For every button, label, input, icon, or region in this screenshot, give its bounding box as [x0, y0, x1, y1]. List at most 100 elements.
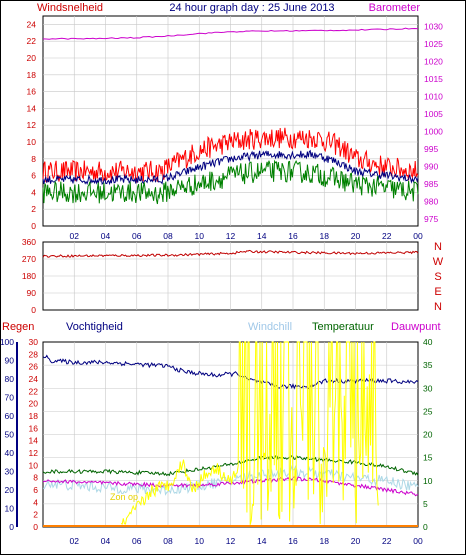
- windchill-label: Windchill: [248, 321, 292, 333]
- hour-tick-label: 06: [132, 231, 142, 241]
- temperature-tick-label: 0: [423, 522, 428, 532]
- hour-tick-label: 04: [101, 536, 111, 546]
- barometer-tick-label: 980: [424, 197, 438, 207]
- wind-speed-tick-label: 6: [31, 171, 36, 181]
- regen-tick-label: 10: [29, 460, 39, 470]
- humidity-tick-label: 60: [5, 411, 15, 421]
- regen-label: Regen: [2, 321, 34, 333]
- hour-tick-label: 16: [288, 536, 298, 546]
- hour-tick-label: 14: [257, 536, 267, 546]
- barometer-tick-label: 1005: [424, 109, 443, 119]
- hour-tick-label: 00: [413, 536, 423, 546]
- regen-tick-label: 4: [33, 497, 38, 507]
- hour-tick-label: 18: [320, 536, 330, 546]
- sun-label: Zon op: [110, 492, 138, 502]
- regen-tick-label: 14: [29, 436, 39, 446]
- temperature-tick-label: 30: [423, 383, 433, 393]
- regen-tick-label: 0: [33, 522, 38, 532]
- wind-speed-tick-label: 14: [27, 103, 37, 113]
- regen-tick-label: 26: [29, 362, 39, 372]
- wind-direction-tick-label: 180: [22, 271, 36, 281]
- hour-tick-label: 22: [382, 536, 392, 546]
- hour-tick-label: 02: [70, 231, 80, 241]
- compass-label: N: [434, 241, 442, 253]
- hour-tick-label: 08: [163, 231, 173, 241]
- barometer-tick-label: 1020: [424, 57, 443, 67]
- regen-tick-label: 12: [29, 448, 39, 458]
- wind-direction-series: [42, 249, 419, 258]
- humidity-series: [42, 354, 419, 390]
- humidity-tick-label: 40: [5, 448, 15, 458]
- hour-tick-label: 02: [70, 536, 80, 546]
- compass-label: N: [434, 301, 442, 313]
- wind-speed-tick-label: 8: [31, 154, 36, 164]
- hour-tick-label: 06: [132, 536, 142, 546]
- regen-tick-label: 8: [33, 473, 38, 483]
- humidity-tick-label: 80: [5, 374, 15, 384]
- regen-tick-label: 24: [29, 374, 39, 384]
- temperature-tick-label: 20: [423, 430, 433, 440]
- wind-speed-tick-label: 24: [27, 19, 37, 29]
- compass-label: S: [434, 271, 441, 283]
- barometer-tick-label: 985: [424, 179, 438, 189]
- humidity-tick-label: 30: [5, 467, 15, 477]
- wind-speed-tick-label: 4: [31, 187, 36, 197]
- regen-tick-label: 16: [29, 423, 39, 433]
- barometer-tick-label: 1010: [424, 92, 443, 102]
- barometer-tick-label: 1015: [424, 74, 443, 84]
- humidity-tick-label: 70: [5, 393, 15, 403]
- barometer-tick-label: 995: [424, 144, 438, 154]
- wind-low-series: [42, 159, 419, 205]
- humidity-tick-label: 90: [5, 356, 15, 366]
- barometer-tick-label: 1030: [424, 22, 443, 32]
- wind-speed-label: Windsnelheid: [37, 2, 103, 14]
- temperature-tick-label: 35: [423, 360, 433, 370]
- humidity-tick-label: 50: [5, 430, 15, 440]
- wind-gust-series: [42, 127, 419, 183]
- humidity-tick-label: 10: [5, 504, 15, 514]
- regen-tick-label: 30: [29, 337, 39, 347]
- wind-direction-tick-label: 90: [27, 288, 37, 298]
- regen-tick-label: 6: [33, 485, 38, 495]
- regen-tick-label: 28: [29, 349, 39, 359]
- hour-tick-label: 12: [226, 231, 236, 241]
- wind-speed-tick-label: 18: [27, 70, 37, 80]
- temperatuur-label: Temperatuur: [312, 321, 374, 333]
- barometer-tick-label: 1025: [424, 39, 443, 49]
- vochtigheid-label: Vochtigheid: [66, 321, 123, 333]
- hour-tick-label: 08: [163, 536, 173, 546]
- wind-speed-tick-label: 22: [27, 36, 37, 46]
- dauwpunt-label: Dauwpunt: [391, 321, 441, 333]
- hour-tick-label: 00: [413, 231, 423, 241]
- compass-label: W: [433, 256, 444, 268]
- temperature-tick-label: 10: [423, 476, 433, 486]
- humidity-tick-label: 0: [9, 522, 14, 532]
- wind-speed-tick-label: 10: [27, 137, 37, 147]
- temperature-tick-label: 15: [423, 453, 433, 463]
- graph-title: 24 hour graph day : 25 June 2013: [169, 2, 334, 14]
- temperature-tick-label: 25: [423, 406, 433, 416]
- temperature-series: [42, 455, 419, 477]
- hour-tick-label: 14: [257, 231, 267, 241]
- regen-tick-label: 22: [29, 386, 39, 396]
- wind-average-series: [42, 149, 419, 186]
- hour-tick-label: 04: [101, 231, 111, 241]
- wind-speed-tick-label: 2: [31, 204, 36, 214]
- compass-label: E: [434, 286, 441, 298]
- hour-tick-label: 22: [382, 231, 392, 241]
- hour-tick-label: 20: [351, 536, 361, 546]
- humidity-temperature-panel: Regen Vochtigheid Windchill Temperatuur …: [0, 321, 441, 546]
- hour-tick-label: 12: [226, 536, 236, 546]
- hour-tick-label: 10: [195, 231, 205, 241]
- barometer-tick-label: 990: [424, 162, 438, 172]
- wind-speed-tick-label: 20: [27, 53, 37, 63]
- sun-series: [120, 341, 379, 525]
- barometer-tick-label: 975: [424, 214, 438, 224]
- barometer-tick-label: 1000: [424, 127, 443, 137]
- humidity-tick-label: 20: [5, 485, 15, 495]
- wind-speed-tick-label: 12: [27, 120, 37, 130]
- barometer-series: [42, 27, 419, 40]
